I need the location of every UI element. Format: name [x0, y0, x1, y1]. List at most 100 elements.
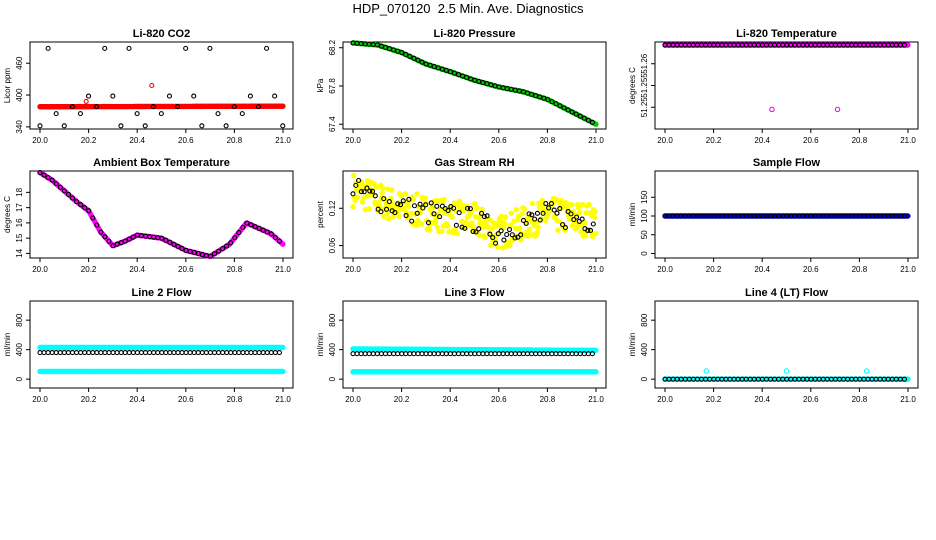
- gas-stream-rh-point: [351, 172, 357, 179]
- line-2-flow-reference-point: [195, 350, 201, 356]
- line-3-flow-reference-point: [395, 351, 401, 357]
- line-3-flow-reference-point: [411, 351, 417, 357]
- ambient-box-temperature-reference-point: [86, 208, 92, 214]
- gas-stream-rh-point: [579, 201, 586, 208]
- line-4-lt-flow-point-outlier: [783, 368, 790, 374]
- gas-stream-rh-point: [590, 234, 596, 240]
- line-3-flow-reference-point: [354, 351, 360, 357]
- gas-stream-rh-reference-point: [403, 212, 409, 219]
- x-tick-label: 20.6: [491, 395, 507, 404]
- li-820-pressure-reference-point: [561, 105, 567, 111]
- ambient-box-temperature-reference-point: [207, 253, 213, 259]
- gas-stream-rh-point: [414, 191, 420, 197]
- ambient-box-temperature-reference-point: [252, 224, 258, 230]
- gas-stream-rh-reference-point: [465, 205, 471, 211]
- ambient-box-temperature-reference-point: [53, 181, 59, 187]
- gas-stream-rh-point: [422, 195, 428, 202]
- ambient-box-temperature-reference-point: [73, 199, 80, 205]
- x-tick-label: 20.8: [540, 395, 556, 404]
- line-3-flow-reference-point: [399, 351, 405, 357]
- line-3-flow-reference-point: [443, 351, 449, 357]
- line-2-flow-reference-point: [220, 350, 226, 356]
- line-2-flow-reference-point: [151, 350, 157, 356]
- li-820-co2-outliers-point: [83, 98, 89, 104]
- x-tick-label: 20.8: [852, 136, 868, 145]
- ambient-box-temperature-reference-point: [260, 227, 266, 233]
- gas-stream-rh-point: [432, 220, 439, 226]
- line-2-flow-reference-point: [163, 350, 169, 356]
- gas-stream-rh-reference-point: [437, 214, 443, 220]
- x-tick-label: 20.6: [803, 265, 819, 274]
- ambient-box-temperature-reference-point: [57, 184, 63, 190]
- gas-stream-rh-reference-point: [551, 207, 557, 213]
- gas-stream-rh-point: [350, 204, 356, 210]
- ambient-box-temperature-reference-point: [240, 224, 246, 231]
- gas-stream-rh-point: [568, 202, 575, 208]
- x-tick-label: 20.2: [706, 265, 722, 274]
- ambient-box-temperature-reference-point: [122, 238, 128, 244]
- gas-stream-rh-reference-point: [451, 205, 457, 211]
- x-tick-label: 20.6: [178, 395, 194, 404]
- x-tick-label: 20.2: [706, 136, 722, 145]
- li-820-co2-reference-point: [166, 93, 173, 99]
- x-tick-label: 20.6: [491, 136, 507, 145]
- gas-stream-rh-reference-point: [383, 206, 390, 212]
- y-tick-label: 800: [328, 313, 337, 327]
- x-tick-label: 20.4: [754, 136, 770, 145]
- gas-stream-rh-reference-point: [375, 206, 381, 212]
- gas-stream-rh-reference-point: [526, 211, 532, 217]
- line-2-flow-reference-point: [110, 350, 116, 356]
- ambient-box-temperature-reference-point: [236, 230, 242, 236]
- gas-stream-rh-point: [482, 234, 488, 241]
- li-820-co2-reference-point: [183, 45, 189, 51]
- gas-stream-rh-point: [526, 226, 533, 232]
- line-2-flow-reference-point: [73, 350, 80, 356]
- gas-stream-rh-reference-point: [504, 231, 510, 238]
- ambient-box-temperature-reference-point: [276, 238, 282, 244]
- ambient-box-temperature-reference-point: [256, 225, 262, 231]
- gas-stream-rh-reference-point: [350, 191, 356, 197]
- line-2-flow-reference-point: [53, 350, 59, 356]
- x-tick-label: 20.4: [442, 265, 458, 274]
- line-2-flow-reference-point: [179, 350, 185, 356]
- y-tick-label: 0.12: [328, 200, 337, 216]
- chart-title: Sample Flow: [753, 157, 821, 169]
- sample-flow-reference-point: [901, 213, 907, 219]
- line-3-flow-reference-point: [464, 351, 470, 357]
- gas-stream-rh-point: [592, 209, 598, 215]
- x-tick-label: 20.4: [754, 265, 770, 274]
- series-points: [350, 346, 599, 375]
- gas-stream-rh-reference-point: [557, 206, 563, 212]
- ambient-box-temperature-reference-point: [248, 222, 254, 228]
- x-tick-label: 20.6: [178, 136, 194, 145]
- gas-stream-rh-reference-point: [406, 196, 412, 202]
- gas-stream-rh-point: [519, 210, 525, 217]
- line-2-flow-reference-point: [130, 350, 136, 356]
- gas-stream-rh-point: [502, 214, 509, 220]
- gas-stream-rh-reference-point: [537, 217, 543, 223]
- line-3-flow-reference-point: [451, 351, 458, 357]
- li-820-pressure-reference-point: [565, 107, 571, 113]
- li-820-pressure-reference-point: [399, 50, 405, 56]
- li-820-co2-reference-point: [207, 45, 213, 51]
- y-tick-label: 67.4: [328, 116, 337, 132]
- ambient-box-temperature-reference-point: [163, 237, 169, 243]
- line-2-flow-reference-point: [203, 350, 209, 356]
- li-820-co2-reference-point: [110, 93, 116, 99]
- series-points: [350, 172, 599, 251]
- line-2-flow-reference-point: [272, 350, 278, 356]
- ambient-box-temperature-reference-point: [228, 240, 234, 246]
- li-820-co2-outliers-point: [149, 82, 155, 89]
- y-axis-label: ml/min: [628, 333, 637, 357]
- x-tick-label: 20.8: [852, 395, 868, 404]
- chart-title: Li-820 CO2: [133, 28, 190, 40]
- line-2-flow-reference-point: [37, 350, 43, 356]
- x-tick-label: 20.2: [81, 265, 97, 274]
- y-tick-label: 800: [15, 313, 24, 327]
- ambient-box-temperature-reference-point: [106, 238, 112, 244]
- line-2-flow-reference-point: [199, 350, 205, 356]
- x-tick-label: 20.4: [442, 395, 458, 404]
- x-tick-label: 20.8: [540, 136, 556, 145]
- gas-stream-rh-point: [591, 214, 597, 221]
- line-2-flow-reference-point: [69, 350, 76, 356]
